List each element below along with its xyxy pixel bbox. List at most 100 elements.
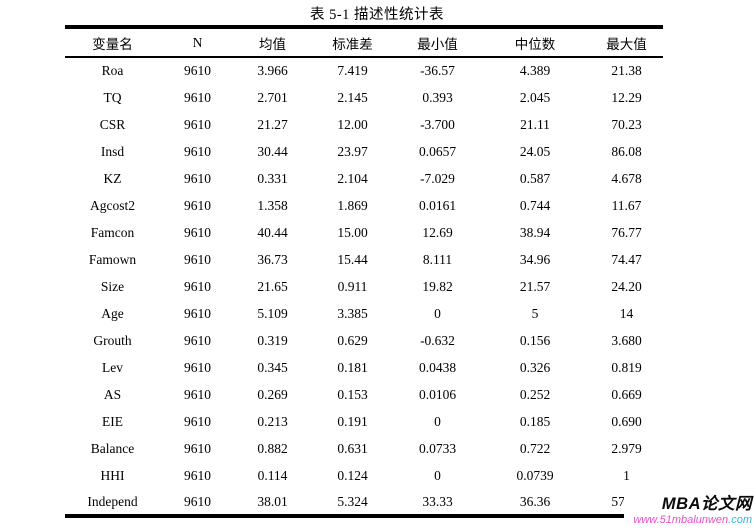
column-header: 最小值 — [395, 27, 480, 58]
value-cell: 76.77 — [611, 224, 642, 240]
value-cell: 0.744 — [519, 197, 551, 213]
value-cell: 0.0106 — [418, 386, 457, 402]
variable-name-cell: TQ — [103, 89, 122, 105]
value-cell: 19.82 — [422, 278, 453, 294]
value-cell: 0.0733 — [418, 440, 457, 456]
table-row: Famown 9610 36.73 15.44 8.111 34.96 74.47 — [65, 246, 663, 273]
watermark-site-name: MBA论文网 — [661, 495, 752, 513]
table-row: EIE 9610 0.213 0.191 0 0.185 0.690 — [65, 408, 663, 435]
value-cell: 74.47 — [611, 251, 642, 267]
value-cell: 0.345 — [257, 359, 288, 375]
variable-name-cell: Age — [101, 305, 124, 321]
value-cell: 9610 — [184, 467, 211, 483]
value-cell: -3.700 — [420, 116, 455, 132]
column-header: 变量名 — [65, 27, 160, 58]
value-cell: 9610 — [184, 359, 211, 375]
value-cell: 0.631 — [337, 440, 368, 456]
value-cell: 21.65 — [257, 278, 288, 294]
table-row: Size 9610 21.65 0.911 19.82 21.57 24.20 — [65, 273, 663, 300]
value-cell: 33.33 — [422, 493, 453, 509]
watermark-url-prefix: www.51mbalunwen — [633, 514, 729, 526]
table-row: Lev 9610 0.345 0.181 0.0438 0.326 0.819 — [65, 354, 663, 381]
value-cell: 36.36 — [519, 493, 551, 509]
value-cell: 9610 — [184, 305, 211, 321]
watermark-site-url: www.51mbalunwen.com — [624, 514, 752, 527]
value-cell: 12.00 — [337, 116, 368, 132]
variable-name-cell: Grouth — [93, 332, 132, 348]
table-row: KZ 9610 0.331 2.104 -7.029 0.587 4.678 — [65, 165, 663, 192]
value-cell: 1 — [623, 467, 630, 483]
variable-name-cell: Famown — [88, 251, 137, 267]
value-cell: 9610 — [184, 170, 211, 186]
value-cell: 0.181 — [337, 359, 368, 375]
value-cell: 0.882 — [257, 440, 288, 456]
column-header: N — [160, 27, 235, 58]
value-cell: 0.124 — [337, 467, 368, 483]
value-cell: 7.419 — [337, 63, 368, 78]
value-cell: 0.191 — [337, 413, 368, 429]
value-cell: 9610 — [184, 89, 211, 105]
value-cell: 9610 — [184, 493, 211, 509]
table-row: TQ 9610 2.701 2.145 0.393 2.045 12.29 — [65, 84, 663, 111]
value-cell: 0.0657 — [418, 143, 457, 159]
value-cell: 21.38 — [611, 63, 642, 78]
variable-name-cell: Insd — [100, 143, 125, 159]
value-cell: 9610 — [184, 116, 211, 132]
value-cell: 0.722 — [519, 440, 551, 456]
value-cell: 0.587 — [519, 170, 551, 186]
table-row: Balance 9610 0.882 0.631 0.0733 0.722 2.979 — [65, 435, 663, 462]
value-cell: 9610 — [184, 386, 211, 402]
variable-name-cell: KZ — [103, 170, 122, 186]
value-cell: -36.57 — [420, 63, 455, 78]
value-cell: 0.269 — [257, 386, 288, 402]
table-row: Grouth 9610 0.319 0.629 -0.632 0.156 3.680 — [65, 327, 663, 354]
value-cell: 86.08 — [611, 143, 642, 159]
value-cell: 0.629 — [337, 332, 368, 348]
value-cell: 23.97 — [337, 143, 368, 159]
value-cell: 3.385 — [337, 305, 368, 321]
table-row: Insd 9610 30.44 23.97 0.0657 24.05 86.08 — [65, 138, 663, 165]
value-cell: 9610 — [184, 413, 211, 429]
table-title: 表 5-1 描述性统计表 — [309, 7, 445, 23]
value-cell: 14 — [619, 305, 634, 321]
value-cell: 5 — [531, 305, 539, 321]
value-cell: 0.690 — [611, 413, 642, 429]
variable-name-cell: EIE — [102, 413, 123, 429]
value-cell: 0.393 — [422, 89, 453, 105]
value-cell: 34.96 — [519, 251, 551, 267]
column-header: 标准差 — [310, 27, 395, 58]
value-cell: 0.153 — [337, 386, 368, 402]
variable-name-cell: HHI — [100, 467, 125, 483]
value-cell: 0.114 — [257, 467, 288, 483]
value-cell: 36.73 — [257, 251, 288, 267]
value-cell: 5.109 — [257, 305, 288, 321]
table-row: Roa 9610 3.966 7.419 -36.57 4.389 21.38 — [65, 57, 663, 84]
variable-name-cell: Independ — [87, 493, 138, 509]
value-cell: 3.966 — [257, 63, 288, 78]
table-row: Famcon 9610 40.44 15.00 12.69 38.94 76.77 — [65, 219, 663, 246]
value-cell: 3.680 — [611, 332, 642, 348]
value-cell: 9610 — [184, 332, 211, 348]
value-cell: 0.326 — [519, 359, 551, 375]
value-cell: 4.678 — [611, 170, 642, 186]
value-cell: 21.11 — [520, 116, 550, 132]
value-cell: 0.185 — [519, 413, 551, 429]
value-cell: 21.57 — [519, 278, 551, 294]
value-cell: 0.0739 — [516, 467, 554, 483]
value-cell: 38.01 — [257, 493, 288, 509]
value-cell: 40.44 — [257, 224, 288, 240]
table-row: CSR 9610 21.27 12.00 -3.700 21.11 70.23 — [65, 111, 663, 138]
variable-name-cell: Lev — [102, 359, 123, 375]
column-header: 中位数 — [480, 27, 590, 58]
value-cell: 0.156 — [519, 332, 551, 348]
variable-name-cell: Size — [100, 278, 125, 294]
watermark: MBA论文网 www.51mbalunwen.com — [624, 494, 754, 532]
value-cell: 0 — [434, 305, 441, 321]
value-cell: 9610 — [184, 440, 211, 456]
value-cell: 30.44 — [257, 143, 288, 159]
value-cell: 5.324 — [337, 493, 368, 509]
descriptive-statistics-table: 变量名 N 均值 标准差 最小值 中位数 最大值 Roa 9610 3.966 7.419 -36.… — [65, 25, 663, 518]
value-cell: 15.00 — [337, 224, 368, 240]
table-row: Age 9610 5.109 3.385 0 5 14 — [65, 300, 663, 327]
